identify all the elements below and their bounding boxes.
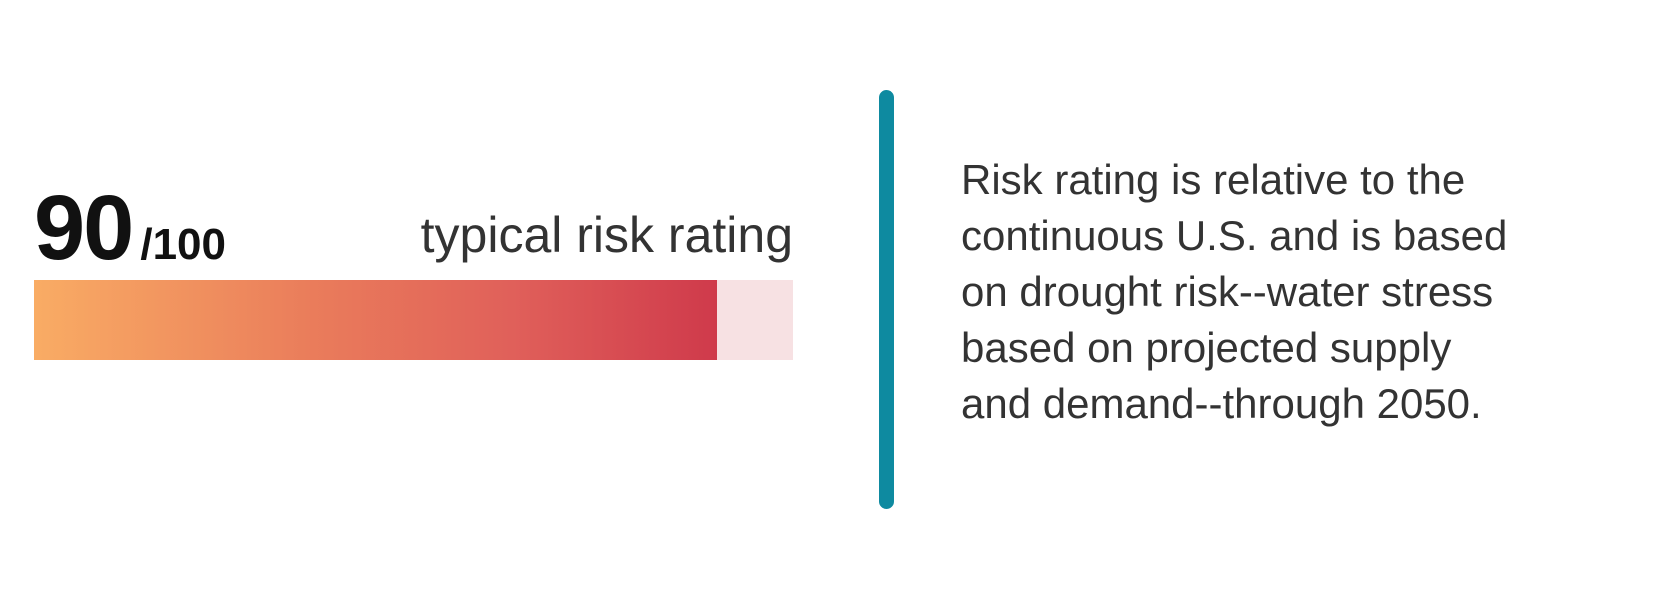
description-line: on drought risk--water stress bbox=[961, 268, 1494, 315]
risk-score-value: 90 bbox=[34, 177, 134, 279]
risk-rating-bar bbox=[34, 280, 793, 360]
description-line: and demand--through 2050. bbox=[961, 380, 1482, 427]
description-line: Risk rating is relative to the bbox=[961, 156, 1466, 203]
risk-score-max: /100 bbox=[140, 220, 226, 269]
risk-rating-bar-fill bbox=[34, 280, 718, 360]
vertical-divider bbox=[879, 90, 894, 509]
risk-description: Risk rating is relative to the continuou… bbox=[961, 152, 1507, 432]
risk-score: 90/100 bbox=[34, 176, 226, 281]
description-line: continuous U.S. and is based bbox=[961, 212, 1508, 259]
risk-rating-label: typical risk rating bbox=[420, 207, 793, 263]
description-line: based on projected supply bbox=[961, 324, 1452, 371]
